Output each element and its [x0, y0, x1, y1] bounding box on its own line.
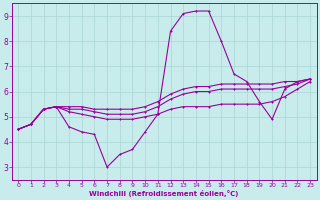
- X-axis label: Windchill (Refroidissement éolien,°C): Windchill (Refroidissement éolien,°C): [90, 190, 239, 197]
